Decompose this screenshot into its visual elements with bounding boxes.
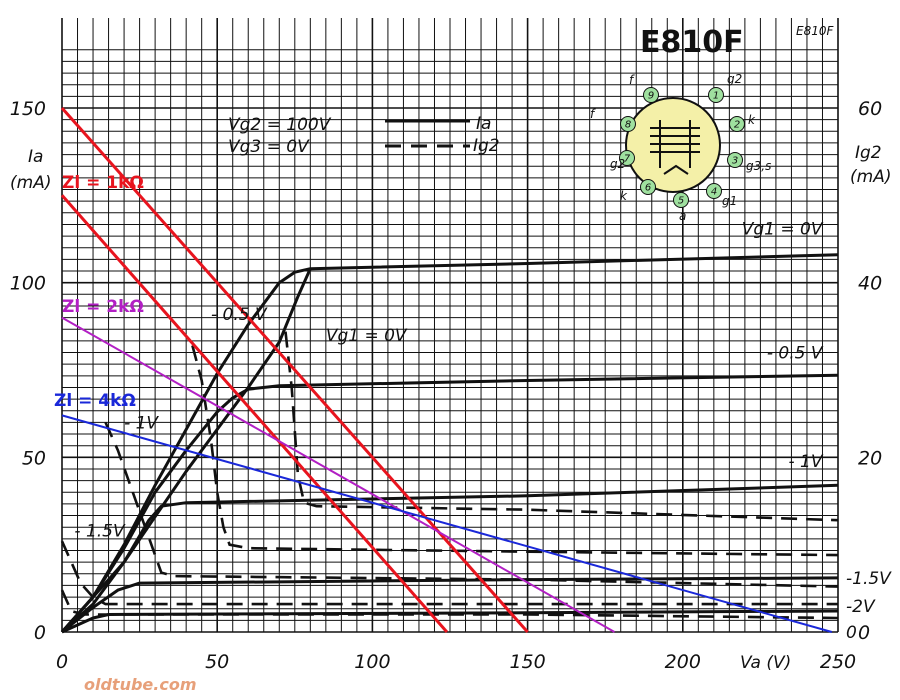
- tube-pin-number: 7: [624, 154, 631, 165]
- grid: [61, 18, 839, 633]
- tube-pin-number: 6: [645, 183, 651, 194]
- y-right-tick-label: 60: [858, 98, 882, 120]
- ia-curve: [60, 268, 312, 633]
- x-tick-label: 250: [820, 651, 856, 673]
- curve-label: - 0.5 V: [211, 305, 268, 325]
- chart-title: E810F: [640, 25, 744, 60]
- load-line: [60, 107, 529, 633]
- tube-pin-number: 8: [625, 120, 631, 131]
- ig2-curve: [191, 345, 839, 557]
- y-left-tick-label: 0: [34, 622, 46, 644]
- tube-pin: [706, 183, 722, 199]
- tube-pin-label: g3,s: [746, 159, 771, 173]
- load-line: [61, 316, 615, 633]
- load-line-label: Zl = 1kΩ: [62, 173, 144, 193]
- load-lines: Zl = 1kΩ Zl = 2kΩ Zl = 4kΩ: [54, 107, 833, 633]
- tube-pinout-diagram: 1 2 3 4 5 6 7 8 9 g2 k g3,s g1 a k g2 f f: [590, 72, 771, 223]
- legend-ig2-label: Ig2: [473, 136, 500, 156]
- curve-label: -1.5V: [846, 569, 892, 589]
- y-right-tick-label: 40: [858, 273, 882, 295]
- tube-pin: [708, 87, 724, 103]
- ia-curve: [61, 576, 839, 634]
- curve-label: - 0.5 V: [767, 344, 824, 364]
- tube-pin-label: a: [679, 209, 686, 223]
- tube-pin: [620, 116, 636, 132]
- y-right-unit: (mA): [850, 167, 891, 187]
- x-tick-label: 150: [509, 651, 545, 673]
- tube-pin-number: 2: [734, 120, 740, 131]
- load-line-label: Zl = 2kΩ: [62, 297, 144, 317]
- y-right-tick-label: 20: [858, 447, 882, 469]
- x-axis-label: Va (V): [740, 653, 791, 673]
- tube-pin-label: k: [620, 189, 628, 203]
- load-line: [61, 414, 833, 633]
- tube-pin: [619, 150, 635, 166]
- x-tick-label: 200: [665, 651, 701, 673]
- y-right-tick-label: 0: [858, 622, 870, 644]
- curve-label: - 1.5V: [74, 522, 126, 542]
- tube-electrodes: [650, 120, 700, 175]
- watermark: oldtube.com: [84, 675, 197, 694]
- ia-curve: [60, 253, 839, 633]
- tube-pin-label: k: [748, 113, 756, 127]
- tube-code: E810F: [796, 24, 834, 38]
- tube-pin-number: 5: [678, 196, 684, 207]
- y-left-tick-label: 50: [22, 447, 46, 469]
- curve-label: 0: [846, 623, 857, 643]
- ig2-curve: [104, 421, 839, 588]
- tube-pin-number: 1: [713, 91, 719, 102]
- curve-labels: Vg1 = 0V Vg1 = 0V - 0.5 V - 0.5 V - 1V - 1V - …: [74, 220, 892, 643]
- tube-pin-number: 3: [732, 156, 738, 167]
- x-tick-label: 100: [354, 651, 390, 673]
- curve-label: -2V: [846, 597, 876, 617]
- ig2-curve: [60, 589, 839, 620]
- condition-vg2: Vg2 = 100V: [228, 115, 332, 135]
- y-left-unit: (mA): [10, 173, 51, 193]
- tube-pin: [729, 116, 745, 132]
- y-left-tick-label: 100: [10, 273, 46, 295]
- tube-pin-label: g1: [722, 194, 737, 208]
- y-left-tick-label: 150: [10, 98, 46, 120]
- curve-label: - 1V: [788, 452, 823, 472]
- curve-label: Vg1 = 0V: [326, 326, 408, 346]
- ia-curve: [60, 483, 839, 634]
- ig2-curve: [60, 540, 838, 606]
- tube-pin-number: 9: [648, 91, 654, 102]
- ig2-curve: [284, 331, 839, 522]
- legend: Ia Ig2: [385, 114, 500, 156]
- y-right-label: Ig2: [855, 143, 882, 163]
- tube-pin: [727, 152, 743, 168]
- load-line: [60, 194, 449, 633]
- legend-ia-label: Ia: [476, 114, 491, 134]
- tube-pin: [643, 87, 659, 103]
- tube-pin-label: f: [590, 107, 596, 121]
- condition-vg3: Vg3 = 0V: [228, 137, 310, 157]
- curve-label: - 1V: [124, 413, 159, 433]
- tube-pin: [640, 179, 656, 195]
- tube-pin: [673, 192, 689, 208]
- load-line-label: Zl = 4kΩ: [54, 391, 136, 411]
- ia-curve: [60, 373, 839, 633]
- tube-pin-label: g2: [727, 72, 742, 86]
- x-tick-label: 50: [205, 651, 229, 673]
- tube-pin-label: f: [629, 73, 635, 87]
- tube-pin-label: g2: [610, 157, 625, 171]
- x-tick-label: 0: [56, 651, 68, 673]
- curve-label: Vg1 = 0V: [742, 220, 824, 240]
- tube-pin-number: 4: [711, 187, 717, 198]
- ig2-curves: [60, 331, 839, 620]
- y-left-label: Ia: [28, 147, 43, 167]
